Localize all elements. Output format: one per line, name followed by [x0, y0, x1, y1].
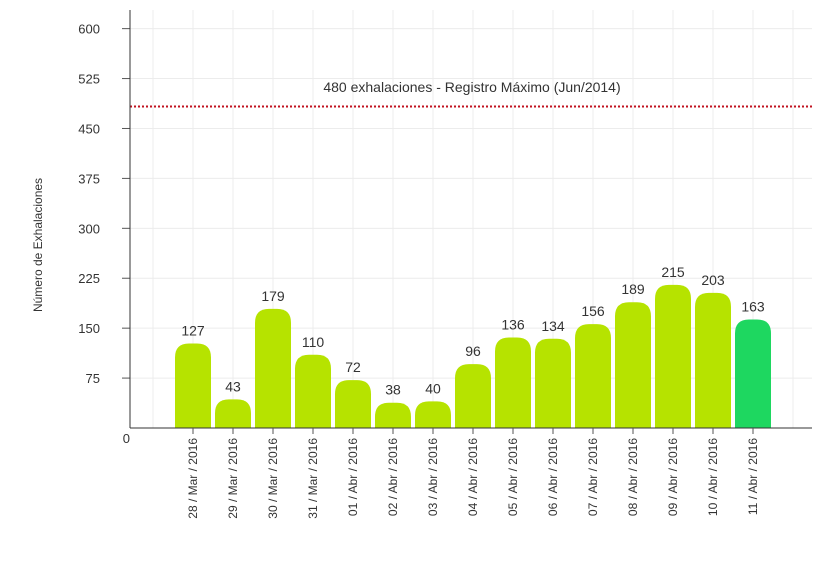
- bar: [495, 337, 531, 428]
- bar: [175, 343, 211, 428]
- data-label: 163: [741, 299, 765, 315]
- bar: [575, 324, 611, 428]
- x-tick-labels: 28 / Mar / 2016 29 / Mar / 2016 30 / Mar /…: [186, 428, 760, 519]
- x-tick-label: 05 / Abr / 2016: [506, 438, 520, 516]
- x-tick-label: 31 / Mar / 2016: [306, 438, 320, 519]
- bar: [735, 319, 771, 428]
- bar: [615, 302, 651, 428]
- y-tick-label: 450: [78, 121, 100, 136]
- bar: [655, 284, 691, 428]
- bar: [415, 401, 451, 428]
- x-tick-label: 08 / Abr / 2016: [626, 438, 640, 516]
- x-tick-label: 07 / Abr / 2016: [586, 438, 600, 516]
- data-label: 156: [581, 303, 605, 319]
- data-label: 38: [385, 382, 401, 398]
- data-label: 40: [425, 380, 441, 396]
- data-label: 203: [701, 272, 725, 288]
- data-label: 72: [345, 359, 361, 375]
- x-tick-label: 30 / Mar / 2016: [266, 438, 280, 519]
- bar: [695, 292, 731, 428]
- x-tick-label: 29 / Mar / 2016: [226, 438, 240, 519]
- x-tick-label: 06 / Abr / 2016: [546, 438, 560, 516]
- reference-line-label: 480 exhalaciones - Registro Máximo (Jun/…: [323, 79, 620, 95]
- x-tick-label: 03 / Abr / 2016: [426, 438, 440, 516]
- data-label: 127: [181, 322, 205, 338]
- bar: [335, 380, 371, 428]
- reference-line-group: 480 exhalaciones - Registro Máximo (Jun/…: [130, 79, 812, 108]
- y-tick-label: 75: [86, 371, 100, 386]
- data-label: 136: [501, 316, 525, 332]
- bar: [375, 402, 411, 428]
- data-label: 134: [541, 318, 565, 334]
- data-label: 179: [261, 288, 285, 304]
- bar: [455, 364, 491, 428]
- y-tick-label: 525: [78, 72, 100, 87]
- axes-group: [129, 10, 812, 429]
- y-tick-label: 225: [78, 271, 100, 286]
- bar: [295, 354, 331, 428]
- y-tick-label: 150: [78, 321, 100, 336]
- x-tick-label: 09 / Abr / 2016: [666, 438, 680, 516]
- x-tick-label: 02 / Abr / 2016: [386, 438, 400, 516]
- bars-group: 127 43 179 110 72 38 40 96 136 134 156 189 215 203 163: [175, 264, 771, 428]
- x-tick-label: 28 / Mar / 2016: [186, 438, 200, 519]
- data-label: 96: [465, 343, 481, 359]
- y-tick-labels: 0 75 150 225 300 375 450 525 600: [78, 22, 130, 446]
- data-label: 189: [621, 281, 645, 297]
- data-label: 110: [302, 334, 325, 350]
- y-tick-label: 0: [123, 431, 130, 446]
- data-label: 215: [661, 264, 685, 280]
- x-tick-label: 01 / Abr / 2016: [346, 438, 360, 516]
- y-tick-label: 600: [78, 22, 100, 37]
- x-tick-label: 10 / Abr / 2016: [706, 438, 720, 516]
- y-axis-label: Número de Exhalaciones: [31, 178, 45, 312]
- bar: [215, 399, 251, 428]
- y-tick-label: 375: [78, 171, 100, 186]
- bar: [535, 338, 571, 428]
- bar: [255, 308, 291, 428]
- x-tick-label: 04 / Abr / 2016: [466, 438, 480, 516]
- data-label: 43: [225, 378, 241, 394]
- x-tick-label: 11 / Abr / 2016: [746, 438, 760, 515]
- y-tick-label: 300: [78, 221, 100, 236]
